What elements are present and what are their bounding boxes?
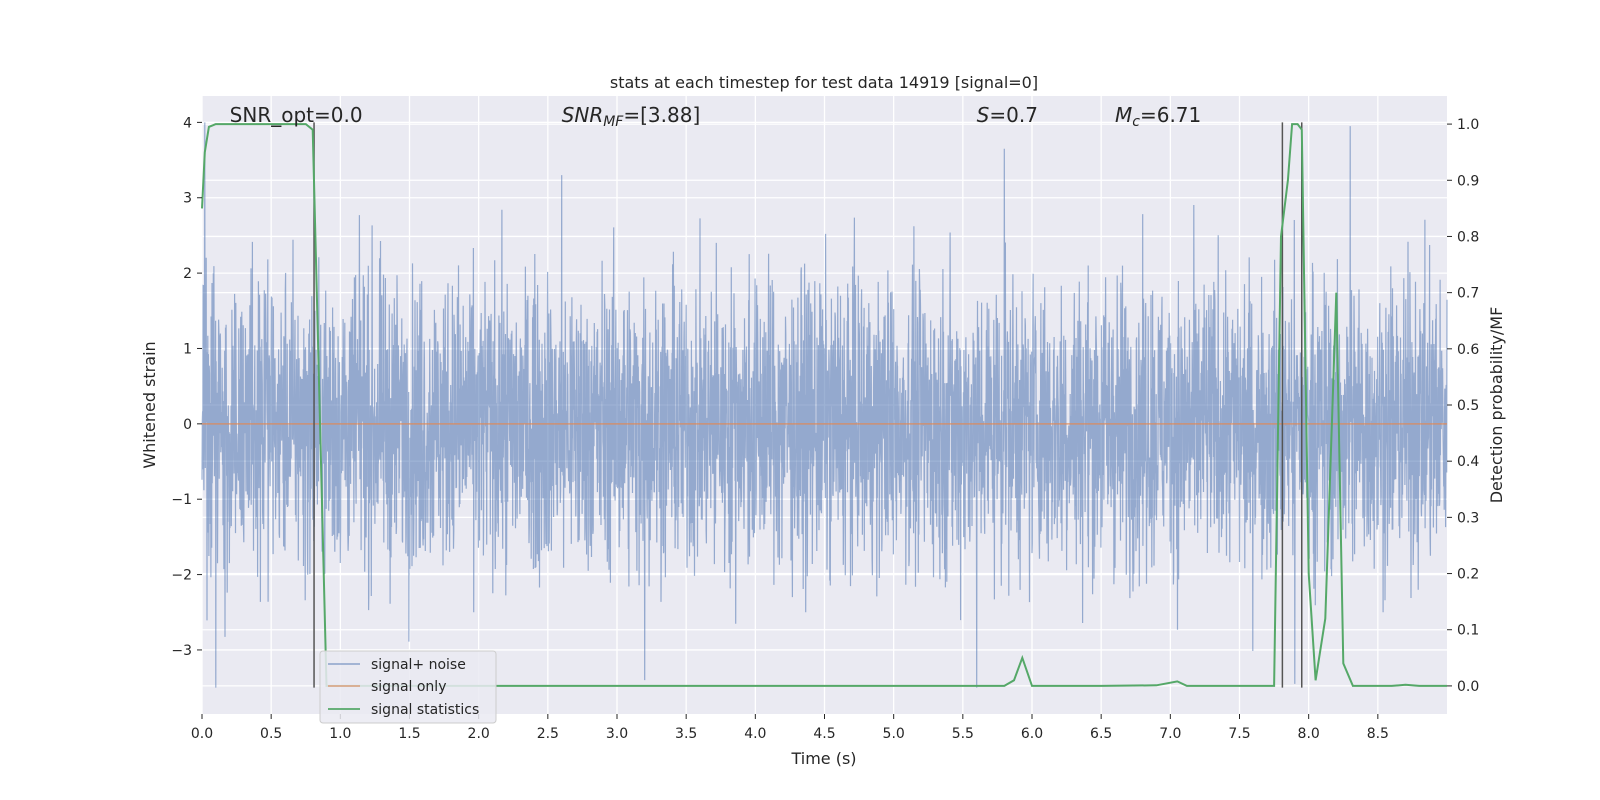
annotation: SNR_opt=0.0 — [230, 103, 363, 127]
x-tick-label: 4.5 — [813, 726, 835, 742]
y-right-tick-label: 0.8 — [1457, 229, 1479, 245]
y-left-tick-label: −1 — [171, 492, 192, 508]
y-left-tick-label: −3 — [171, 643, 192, 659]
y-right-axis-title: Detection probability/MF — [1487, 307, 1506, 504]
legend-label-noise: signal+ noise — [371, 657, 466, 673]
y-left-axis-ticks: 4 3 2 1 0 −1 −2 −3 — [171, 115, 202, 659]
annotations: SNR_opt=0.0 SNRMF=[3.88] S=0.7 Mc=6.71 — [230, 103, 1202, 130]
y-right-tick-label: 0.0 — [1457, 679, 1479, 695]
y-right-tick-label: 0.4 — [1457, 454, 1479, 470]
y-right-tick-label: 0.6 — [1457, 342, 1479, 358]
x-tick-label: 3.0 — [606, 726, 628, 742]
x-tick-label: 2.5 — [537, 726, 559, 742]
x-tick-label: 1.5 — [398, 726, 420, 742]
x-tick-label: 2.0 — [468, 726, 490, 742]
x-tick-label: 8.5 — [1367, 726, 1389, 742]
legend-label-signal: signal only — [371, 679, 446, 695]
y-right-tick-label: 1.0 — [1457, 117, 1479, 133]
y-right-tick-label: 0.9 — [1457, 173, 1479, 189]
y-left-axis-title: Whitened strain — [140, 341, 159, 468]
x-tick-label: 0.5 — [260, 726, 282, 742]
legend-label-stats: signal statistics — [371, 702, 479, 718]
signal-statistics-series — [201, 123, 1447, 687]
annotation: S=0.7 — [977, 103, 1038, 127]
x-tick-label: 7.0 — [1159, 726, 1181, 742]
annotation: Mc=6.71 — [1115, 103, 1201, 130]
x-tick-label: 5.0 — [883, 726, 905, 742]
y-left-tick-label: 3 — [183, 191, 192, 207]
annotation: SNRMF=[3.88] — [562, 103, 701, 130]
x-tick-label: 8.0 — [1298, 726, 1320, 742]
noise-line — [201, 122, 1448, 688]
signal-noise-series — [201, 122, 1448, 688]
y-left-tick-label: 1 — [183, 341, 192, 357]
y-right-tick-label: 0.5 — [1457, 398, 1479, 414]
x-tick-label: 7.5 — [1228, 726, 1250, 742]
x-tick-label: 5.5 — [952, 726, 974, 742]
x-tick-label: 4.0 — [744, 726, 766, 742]
x-axis-ticks: 0.0 0.5 1.0 1.5 2.0 2.5 3.0 3.5 4.0 4.5 5.0 5.5 6.0 6… — [191, 714, 1389, 742]
x-axis-title: Time (s) — [790, 749, 856, 768]
y-left-tick-label: 2 — [183, 266, 192, 282]
y-right-tick-label: 0.1 — [1457, 623, 1479, 639]
signal-statistics-line — [201, 123, 1447, 687]
x-tick-label: 6.0 — [1021, 726, 1043, 742]
y-right-tick-label: 0.3 — [1457, 510, 1479, 526]
y-left-tick-label: −2 — [171, 568, 192, 584]
x-tick-label: 1.0 — [329, 726, 351, 742]
y-right-axis-ticks: 1.0 0.9 0.8 0.7 0.6 0.5 0.4 0.3 0.2 0.1 0.0 — [1447, 117, 1479, 695]
legend: signal+ noise signal only signal statist… — [319, 650, 497, 724]
x-tick-label: 3.5 — [675, 726, 697, 742]
y-right-tick-label: 0.7 — [1457, 286, 1479, 302]
legend-box — [319, 650, 497, 724]
x-tick-label: 6.5 — [1090, 726, 1112, 742]
chart-title: stats at each timestep for test data 149… — [610, 73, 1038, 92]
y-left-tick-label: 0 — [183, 417, 192, 433]
y-left-tick-label: 4 — [183, 115, 192, 131]
y-right-tick-label: 0.2 — [1457, 567, 1479, 583]
x-tick-label: 0.0 — [191, 726, 213, 742]
